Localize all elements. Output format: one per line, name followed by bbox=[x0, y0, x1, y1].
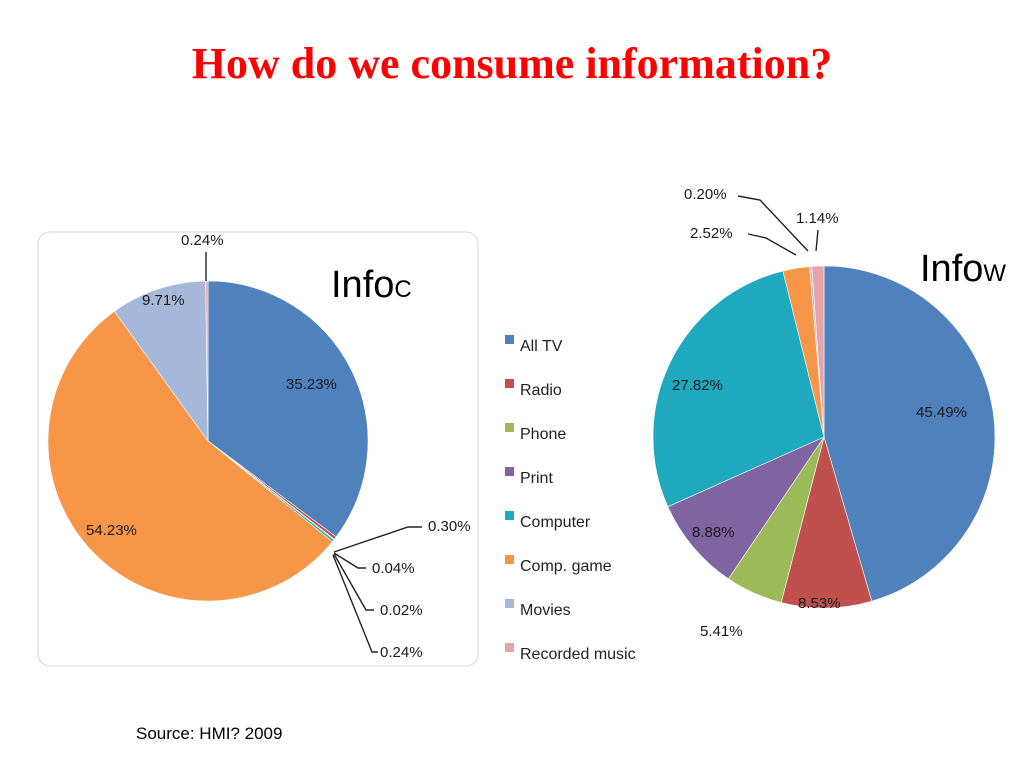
info-c-label-comp-game: 54.23% bbox=[86, 522, 137, 539]
legend-label-movies: Movies bbox=[520, 602, 571, 619]
info-w-sub: W bbox=[983, 260, 1006, 287]
info-c-slice-recorded-music bbox=[205, 280, 209, 442]
info-w-slice-radio bbox=[780, 435, 873, 609]
info-w-label-phone: 5.41% bbox=[700, 623, 743, 640]
info-w-label-all-tv: 45.49% bbox=[916, 404, 967, 421]
legend-swatch-radio bbox=[505, 379, 514, 388]
info-c-label-recorded-music: 0.24% bbox=[181, 232, 224, 249]
info-w-leader-recorded-music bbox=[815, 229, 819, 252]
info-c-label-all-tv: 35.23% bbox=[286, 376, 337, 393]
info-c-leader-phone bbox=[333, 552, 366, 569]
info-w-leader-comp-game bbox=[747, 233, 797, 256]
info-c-label-computer: 0.24% bbox=[380, 644, 423, 661]
info-w-label-comp-game: 2.52% bbox=[690, 225, 733, 242]
info-c-main: Info bbox=[331, 264, 394, 306]
legend: All TV Radio Phone Print Computer Comp. game M… bbox=[505, 335, 636, 663]
info-c-leader-radio bbox=[333, 526, 422, 553]
leader-lines bbox=[205, 195, 819, 653]
legend-label-recorded-music: Recorded music bbox=[520, 646, 636, 663]
slide-title: How do we consume information? bbox=[191, 39, 833, 88]
info-c-leader-computer bbox=[332, 554, 378, 653]
info-c-slice-all-tv bbox=[207, 280, 369, 538]
pie-chart-info-c bbox=[47, 280, 369, 602]
info-c-label: InfoC bbox=[331, 264, 412, 306]
info-w-label: InfoW bbox=[920, 248, 1006, 290]
info-w-leader-movies bbox=[737, 195, 809, 252]
info-w-label-computer: 27.82% bbox=[672, 377, 723, 394]
pie-chart-info-w bbox=[652, 265, 996, 609]
legend-swatch-phone bbox=[505, 423, 514, 432]
left-chart-frame bbox=[37, 231, 479, 667]
legend-label-comp-game: Comp. game bbox=[520, 558, 612, 575]
info-c-label-movies: 9.71% bbox=[142, 292, 185, 309]
info-c-label-print: 0.02% bbox=[380, 602, 423, 619]
info-w-slice-all-tv bbox=[823, 265, 996, 602]
legend-swatch-all-tv bbox=[505, 335, 514, 344]
legend-swatch-movies bbox=[505, 599, 514, 608]
legend-label-print: Print bbox=[520, 470, 553, 487]
legend-swatch-computer bbox=[505, 511, 514, 520]
legend-label-radio: Radio bbox=[520, 382, 562, 399]
info-w-label-print: 8.88% bbox=[692, 524, 735, 541]
legend-label-all-tv: All TV bbox=[520, 338, 563, 355]
info-w-slice-recorded-music bbox=[811, 265, 825, 438]
source-note: Source: HMI? 2009 bbox=[136, 724, 283, 743]
legend-label-computer: Computer bbox=[520, 514, 591, 531]
info-c-leader-print bbox=[333, 553, 374, 611]
info-c-label-phone: 0.04% bbox=[372, 560, 415, 577]
legend-label-phone: Phone bbox=[520, 426, 566, 443]
info-w-label-recorded-music: 1.14% bbox=[796, 210, 839, 227]
info-c-label-radio: 0.30% bbox=[428, 518, 471, 535]
info-w-slice-print bbox=[667, 436, 825, 580]
info-w-label-movies: 0.20% bbox=[684, 186, 727, 203]
info-c-slice-movies bbox=[113, 280, 209, 442]
legend-swatch-print bbox=[505, 467, 514, 476]
info-w-label-radio: 8.53% bbox=[798, 595, 841, 612]
slice-labels: 35.23% 0.30% 0.04% 0.02% 0.24% 54.23% 9.71% 0.2… bbox=[86, 186, 967, 661]
info-c-sub: C bbox=[394, 276, 411, 303]
info-w-main: Info bbox=[920, 248, 983, 290]
info-w-slice-computer bbox=[652, 270, 825, 508]
legend-swatch-comp-game bbox=[505, 555, 514, 564]
legend-swatch-recorded-music bbox=[505, 643, 514, 652]
info-c-slice-comp-game bbox=[47, 310, 333, 602]
